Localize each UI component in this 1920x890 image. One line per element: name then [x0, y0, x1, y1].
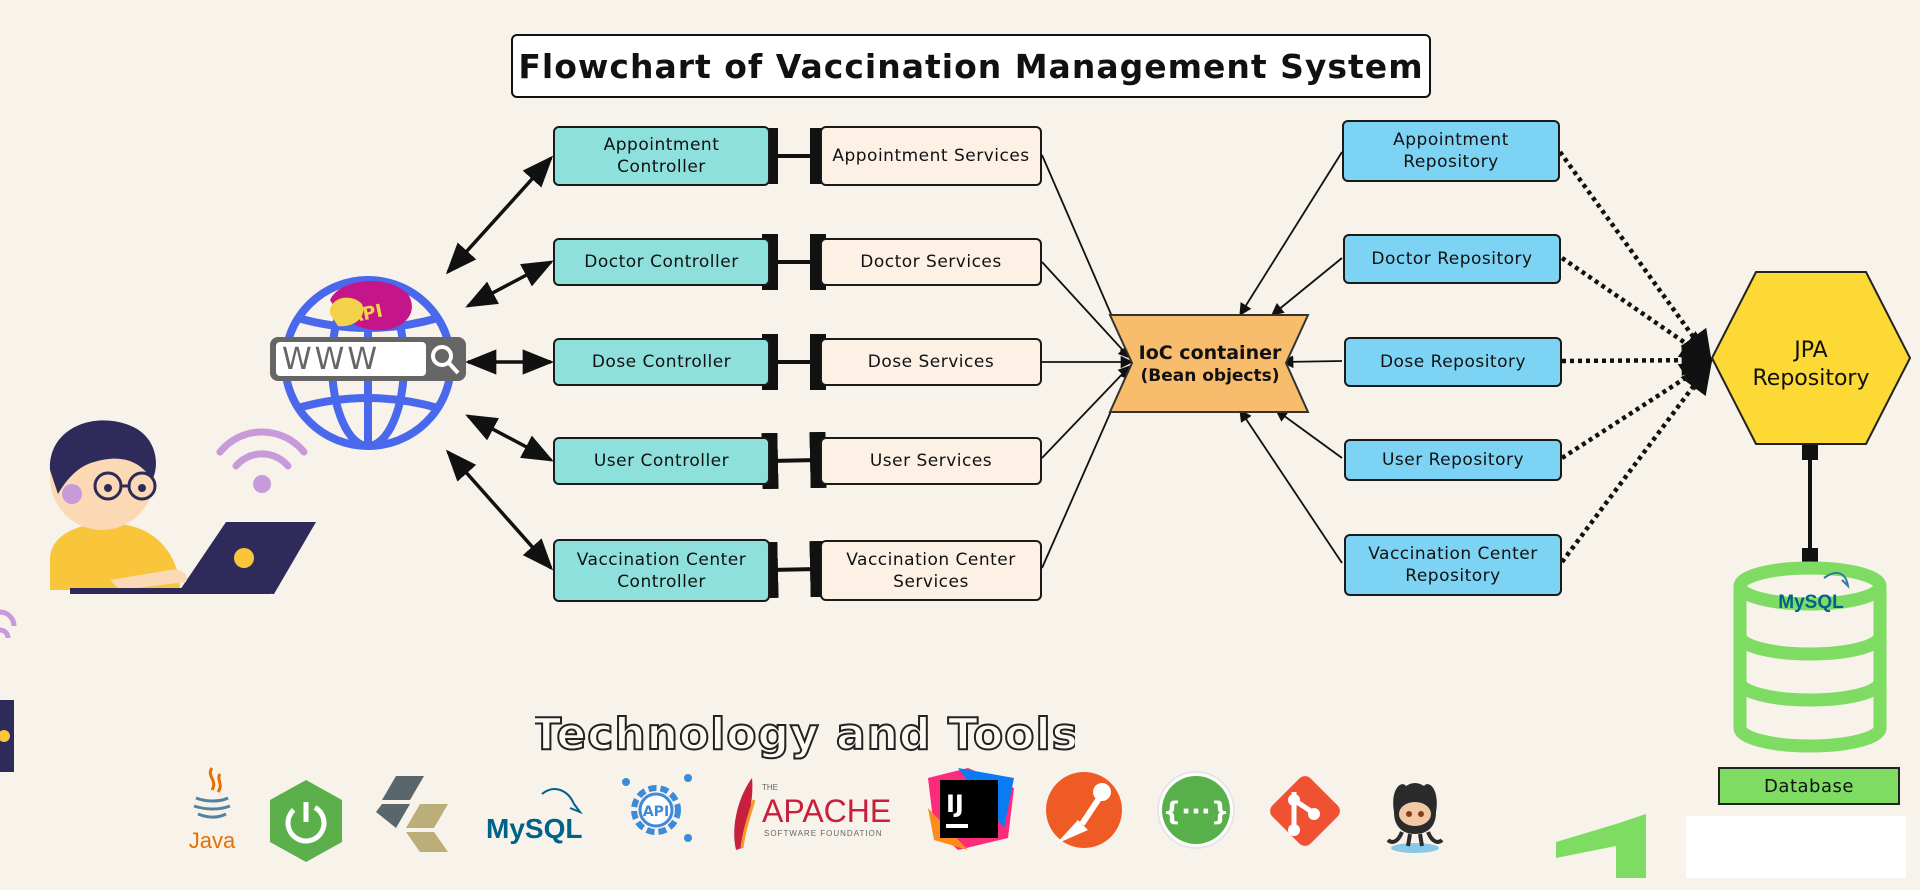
- hibernate-name: Hibernate: [415, 853, 420, 856]
- mysql-database-logo: MySQL: [1776, 592, 1846, 616]
- vaccination-center-repository-box: Vaccination Center Repository: [1344, 534, 1562, 596]
- api-gear-label: API: [643, 804, 669, 820]
- github-octocat-icon: GitHub: [1386, 783, 1444, 853]
- ioc-container-subtitle: (Bean objects): [1140, 366, 1280, 386]
- globe-controller-arrows: [445, 155, 555, 571]
- intellij-icon: IJ: [928, 768, 1014, 850]
- appointment-repository-box: Appointment Repository: [1342, 120, 1560, 182]
- swagger-icon: {···}: [1157, 771, 1235, 849]
- user-services-box: User Services: [820, 437, 1042, 485]
- child-with-laptop-illustration: [49, 420, 316, 594]
- corner-white-block: [1686, 816, 1906, 878]
- dose-controller-box: Dose Controller: [553, 338, 770, 386]
- git-name: Git: [1305, 847, 1307, 850]
- jpa-repository-hexagon: [1710, 271, 1912, 445]
- diagram-title-text: Flowchart of Vaccination Management Syst…: [518, 46, 1424, 86]
- ioc-container-title: IoC container: [1138, 342, 1282, 364]
- git-icon: Git: [1270, 776, 1340, 850]
- controller-service-links: [761, 128, 827, 599]
- jpa-repository-label: JPA Repository: [1752, 338, 1870, 391]
- mysql-logo-text: MySQL: [1778, 592, 1844, 613]
- corner-decoration-icon: [1556, 814, 1646, 878]
- jpa-database-link: [1802, 444, 1818, 564]
- apache-label: APACHE: [762, 793, 891, 829]
- wifi-icon: [216, 428, 308, 493]
- vaccination-center-controller-box: Vaccination Center Controller: [553, 539, 770, 602]
- technology-tools-heading: Technology and Tools: [535, 708, 1075, 761]
- technology-tools-heading-text: Technology and Tools: [535, 709, 1075, 760]
- dose-services-box: Dose Services: [820, 338, 1042, 386]
- postman-icon: Postman: [1046, 772, 1122, 848]
- repository-ioc-links: [1239, 151, 1343, 564]
- diagram-title: Flowchart of Vaccination Management Syst…: [511, 34, 1431, 98]
- java-icon: Java: [189, 767, 236, 853]
- magnifier-icon: [431, 345, 460, 375]
- repository-jpa-links: [1558, 150, 1714, 564]
- doctor-controller-box: Doctor Controller: [553, 238, 770, 286]
- mysql-label: MySQL: [486, 813, 582, 844]
- database-cylinder-icon: [1733, 561, 1887, 753]
- api-gear-icon: API: [622, 774, 692, 842]
- spring-boot-icon: Spring Boot: [270, 780, 342, 862]
- intellij-label: IJ: [946, 790, 964, 818]
- www-globe-icon: API WWW: [270, 276, 466, 450]
- apache-icon: THE APACHE SOFTWARE FOUNDATION: [734, 778, 891, 850]
- ioc-container-shape: [1108, 314, 1310, 413]
- ioc-container-label: IoC container (Bean objects): [1118, 338, 1302, 390]
- swagger-label: {···}: [1163, 797, 1230, 827]
- hibernate-icon: Hibernate: [376, 776, 448, 856]
- www-text: WWW: [282, 342, 380, 377]
- vaccination-center-services-box: Vaccination Center Services: [820, 540, 1042, 601]
- doctor-repository-box: Doctor Repository: [1343, 234, 1561, 284]
- appointment-controller-box: Appointment Controller: [553, 126, 770, 186]
- apache-the: THE: [762, 783, 778, 792]
- mysql-icon: MySQL: [486, 788, 583, 844]
- doctor-services-box: Doctor Services: [820, 238, 1042, 286]
- user-controller-box: User Controller: [553, 437, 770, 485]
- apache-foundation-label: SOFTWARE FOUNDATION: [764, 829, 883, 838]
- dose-repository-box: Dose Repository: [1344, 337, 1562, 387]
- database-label: Database: [1718, 767, 1900, 805]
- user-repository-box: User Repository: [1344, 439, 1562, 481]
- java-label: Java: [189, 828, 236, 853]
- edge-decoration-icon: [0, 609, 17, 772]
- www-text-label: WWW: [282, 342, 380, 377]
- appointment-services-box: Appointment Services: [820, 126, 1042, 186]
